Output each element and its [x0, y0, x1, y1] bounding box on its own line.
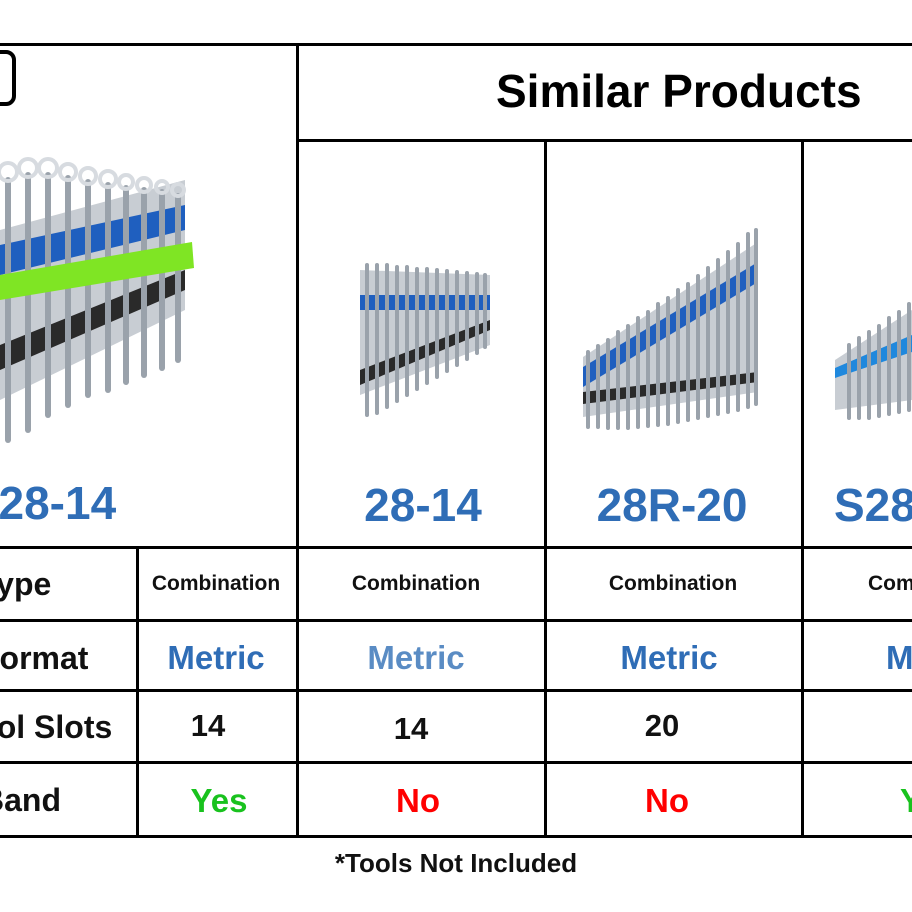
similar-header-divider	[298, 139, 912, 142]
row-label-format: Format	[0, 640, 89, 676]
col-divider-label	[136, 546, 139, 838]
band-p2: No	[645, 782, 689, 819]
format-p2: Metric	[620, 639, 718, 676]
model-p2: 28R-20	[596, 479, 748, 531]
model-p3: S28	[834, 479, 912, 531]
footnote: *Tools Not Included	[334, 848, 578, 878]
band-p1: No	[396, 782, 440, 819]
col-divider-main	[296, 43, 299, 838]
row-label-slots: Tool Slots	[0, 709, 113, 745]
type-p3: Com	[868, 572, 912, 595]
product-s28-image	[835, 302, 912, 420]
format-p3: M	[886, 639, 912, 676]
band-p3: Y	[900, 782, 912, 819]
format-p1: Metric	[367, 639, 465, 676]
slots-p2: 20	[644, 708, 680, 743]
product-28-14-image	[360, 263, 490, 417]
slots-main: 14	[190, 708, 226, 743]
model-p1: 28-14	[364, 479, 482, 531]
band-main: Yes	[190, 782, 248, 819]
type-p2: Combination	[608, 572, 738, 595]
col-divider-p1	[544, 139, 547, 838]
format-main: Metric	[167, 639, 265, 676]
type-p1: Combination	[351, 572, 481, 595]
logo-icon	[0, 50, 16, 106]
slots-p1: 14	[393, 711, 429, 746]
row-divider-1	[0, 546, 912, 549]
type-main: Combination	[151, 572, 281, 595]
table-bottom-border	[0, 835, 912, 838]
row-label-type: Type	[0, 566, 52, 602]
table-top-border	[0, 43, 912, 46]
product-28r-20-image	[583, 228, 758, 430]
model-main: S28-14	[0, 477, 117, 529]
row-label-band: Band	[0, 782, 61, 818]
row-divider-4	[0, 761, 912, 764]
col-divider-p2	[801, 139, 804, 838]
row-divider-2	[0, 619, 912, 622]
main-product-image	[0, 157, 194, 443]
row-divider-3	[0, 689, 912, 692]
similar-products-title: Similar Products	[496, 65, 862, 117]
